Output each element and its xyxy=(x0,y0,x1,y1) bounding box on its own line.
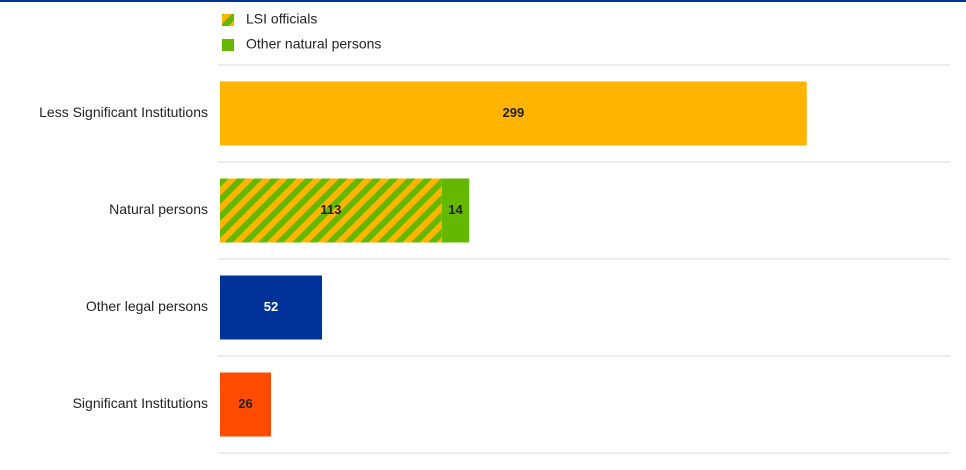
category-label: Other legal persons xyxy=(86,298,208,314)
bar xyxy=(220,178,442,243)
bar xyxy=(220,81,807,146)
bar xyxy=(441,178,470,243)
value-label: 14 xyxy=(448,202,463,217)
legend-label: Other natural persons xyxy=(246,36,381,52)
category-label: Natural persons xyxy=(109,201,208,217)
value-label: 299 xyxy=(503,105,525,120)
value-label: 113 xyxy=(320,202,341,217)
top-rule xyxy=(0,0,966,2)
bar xyxy=(220,275,323,340)
bar xyxy=(220,372,272,437)
legend-label: LSI officials xyxy=(246,11,317,27)
legend-swatch xyxy=(222,39,234,51)
category-label: Less Significant Institutions xyxy=(39,104,208,120)
category-label: Significant Institutions xyxy=(73,395,208,411)
legend-swatch xyxy=(222,14,234,26)
value-label: 52 xyxy=(264,299,278,314)
value-label: 26 xyxy=(238,396,252,411)
